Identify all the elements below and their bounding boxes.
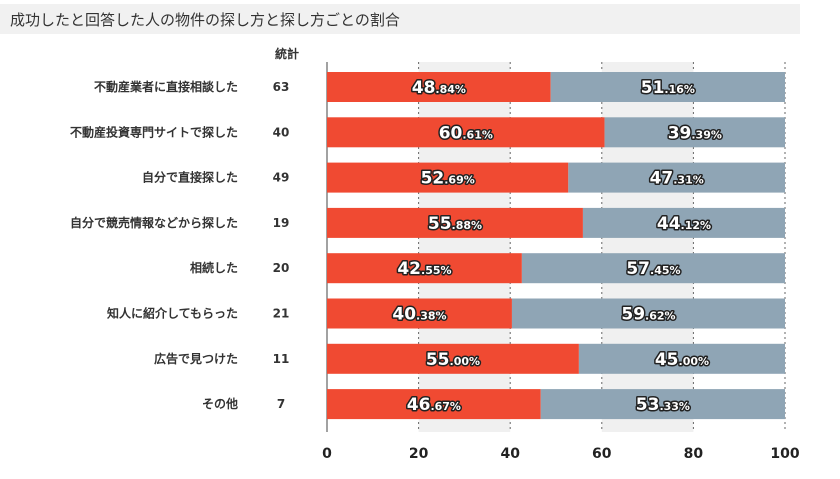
value-label-series2: 57.45% — [626, 259, 680, 279]
bar-series2 — [582, 207, 785, 238]
value-label-series2: 51.16% — [641, 78, 695, 98]
bar-series2 — [550, 72, 785, 102]
bar-series2 — [578, 343, 785, 374]
value-label-series2: 53.33% — [636, 395, 690, 415]
category-label: 知人に紹介してもらった — [106, 306, 238, 321]
category-label: 広告で見つけた — [154, 351, 238, 366]
count-label: 7 — [277, 397, 285, 411]
x-tick-label: 80 — [684, 446, 704, 462]
bar-series2 — [521, 253, 785, 284]
count-label: 19 — [273, 216, 290, 230]
value-label-series2: 47.31% — [650, 169, 704, 189]
value-label-series1: 46.67% — [407, 395, 461, 415]
bar-series1 — [327, 298, 512, 329]
category-label: その他 — [202, 396, 238, 411]
bar-series2 — [511, 298, 785, 329]
value-label-series2: 59.62% — [621, 305, 675, 325]
category-label: 自分で競売情報などから探した — [70, 215, 238, 230]
x-tick-label: 20 — [409, 446, 429, 462]
count-label: 49 — [273, 171, 290, 185]
category-label: 不動産投資専門サイトで探した — [70, 124, 238, 139]
bar-series2 — [604, 117, 785, 148]
value-label-series1: 60.61% — [439, 123, 493, 143]
count-label: 11 — [273, 352, 290, 366]
bar-series1 — [327, 207, 583, 238]
category-label: 自分で直接探した — [142, 170, 238, 185]
bar-series1 — [327, 162, 569, 193]
value-label-series1: 55.00% — [426, 350, 480, 370]
value-label-series1: 52.69% — [421, 169, 475, 189]
category-label: 不動産業者に直接相談した — [94, 79, 238, 94]
value-label-series2: 44.12% — [657, 214, 711, 234]
x-tick-label: 60 — [592, 446, 612, 462]
x-tick-label: 40 — [500, 446, 520, 462]
category-label: 相続した — [190, 260, 238, 275]
count-label: 63 — [273, 80, 290, 94]
bar-series1 — [327, 389, 541, 420]
bar-series2 — [540, 389, 785, 420]
value-label-series1: 48.84% — [412, 78, 466, 98]
bar-series1 — [327, 343, 579, 374]
count-header: 統計 — [275, 46, 299, 61]
value-label-series2: 39.39% — [668, 123, 722, 143]
x-tick-label: 100 — [770, 446, 799, 462]
bar-series1 — [327, 72, 551, 102]
x-tick-label: 0 — [322, 446, 332, 462]
count-label: 21 — [273, 307, 290, 321]
title-bar: 成功したと回答した人の物件の探し方と探し方ごとの割合 — [0, 4, 800, 34]
count-label: 20 — [273, 261, 290, 275]
chart-title: 成功したと回答した人の物件の探し方と探し方ごとの割合 — [10, 11, 400, 29]
count-label: 40 — [273, 125, 290, 139]
value-label-series1: 40.38% — [392, 305, 446, 325]
bar-series1 — [327, 253, 522, 284]
value-label-series1: 55.88% — [428, 214, 482, 234]
value-label-series1: 42.55% — [397, 259, 451, 279]
value-label-series2: 45.00% — [655, 350, 709, 370]
bar-series1 — [327, 117, 605, 148]
bar-series2 — [568, 162, 785, 193]
